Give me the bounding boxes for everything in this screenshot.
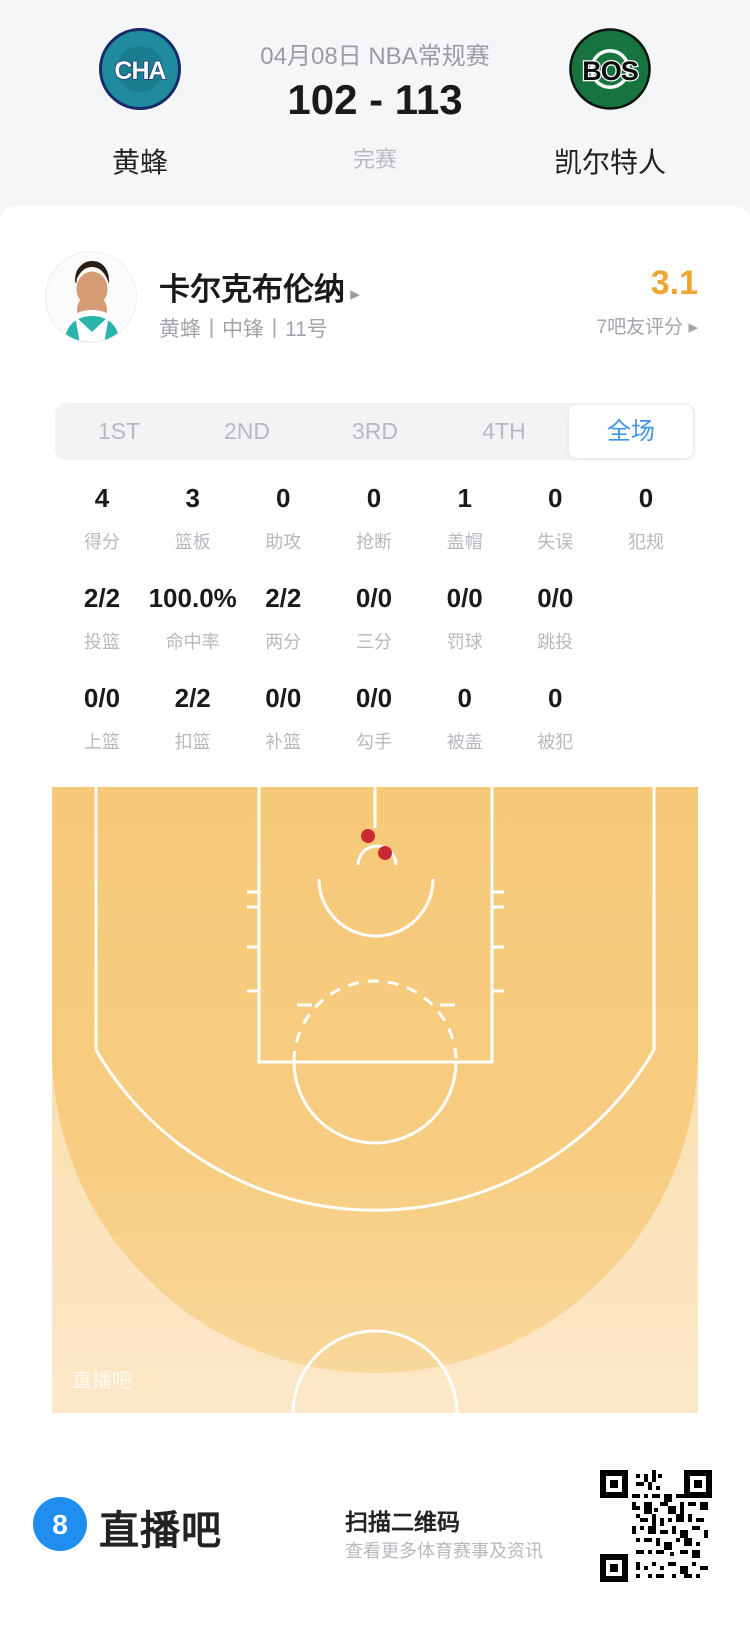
svg-text:8: 8 xyxy=(52,1509,68,1540)
svg-text:直播吧: 直播吧 xyxy=(72,1369,132,1392)
